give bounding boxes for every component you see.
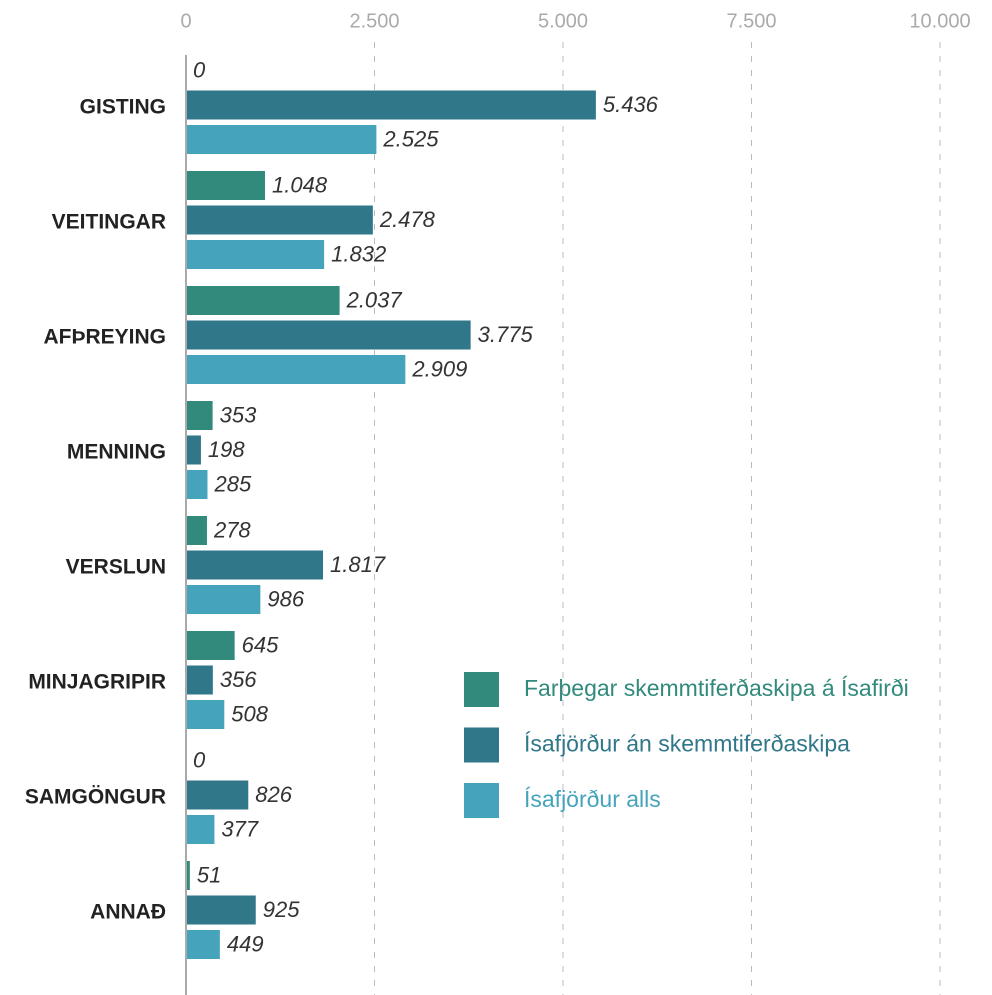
value-label: 285 — [213, 471, 251, 496]
bar — [186, 631, 235, 660]
value-label: 377 — [221, 816, 258, 841]
value-label: 2.909 — [411, 356, 467, 381]
bar — [186, 780, 249, 810]
bar — [186, 550, 324, 580]
value-label: 449 — [227, 931, 264, 956]
category-label: SAMGÖNGUR — [25, 786, 166, 809]
category-label: VERSLUN — [66, 556, 166, 579]
value-label: 51 — [197, 862, 221, 887]
value-label: 278 — [213, 517, 251, 542]
value-label: 1.048 — [272, 172, 328, 197]
bar — [186, 171, 266, 200]
bar — [186, 286, 340, 315]
value-label: 925 — [263, 897, 300, 922]
category-label: MINJAGRIPIR — [28, 671, 166, 694]
value-label: 356 — [220, 667, 257, 692]
value-label: 508 — [231, 701, 268, 726]
legend-swatch — [464, 783, 499, 818]
bar — [186, 516, 207, 545]
value-label: 1.832 — [331, 241, 386, 266]
bar — [186, 700, 225, 729]
bar — [186, 240, 325, 269]
value-label: 5.436 — [603, 92, 659, 117]
x-tick-label: 7.500 — [726, 10, 776, 32]
bar — [186, 930, 220, 959]
value-label: 2.525 — [382, 126, 439, 151]
category-label: ANNAÐ — [90, 901, 166, 924]
value-label: 2.478 — [379, 207, 436, 232]
bar — [186, 585, 261, 614]
legend-label: Ísafjörður án skemmtiferðaskipa — [524, 731, 850, 757]
bar — [186, 320, 471, 350]
value-label: 3.775 — [478, 322, 534, 347]
value-label: 353 — [220, 402, 257, 427]
bar — [186, 861, 190, 890]
bar — [186, 355, 406, 384]
value-label: 0 — [193, 57, 206, 82]
bar — [186, 815, 215, 844]
legend-label: Ísafjörður alls — [524, 786, 661, 812]
legend-label: Farþegar skemmtiferðaskipa á Ísafirði — [524, 675, 909, 701]
value-label: 1.817 — [330, 552, 386, 577]
bar — [186, 435, 201, 465]
category-label: AFÞREYING — [43, 326, 166, 349]
bar — [186, 895, 256, 925]
category-label: GISTING — [80, 96, 166, 119]
legend-swatch — [464, 672, 499, 707]
legend-swatch — [464, 727, 499, 763]
value-label: 2.037 — [346, 287, 403, 312]
value-label: 645 — [242, 632, 279, 657]
bar — [186, 125, 377, 154]
value-label: 198 — [208, 437, 245, 462]
x-tick-label: 10.000 — [909, 10, 970, 32]
bar — [186, 665, 213, 695]
bar — [186, 205, 373, 235]
category-label: MENNING — [67, 441, 166, 464]
x-tick-label: 5.000 — [538, 10, 588, 32]
value-label: 986 — [267, 586, 304, 611]
bar — [186, 470, 208, 499]
bar — [186, 401, 213, 430]
x-tick-label: 0 — [180, 10, 191, 32]
category-label: VEITINGAR — [52, 211, 166, 234]
x-tick-label: 2.500 — [349, 10, 399, 32]
bar — [186, 90, 596, 120]
value-label: 826 — [255, 782, 292, 807]
value-label: 0 — [193, 747, 206, 772]
